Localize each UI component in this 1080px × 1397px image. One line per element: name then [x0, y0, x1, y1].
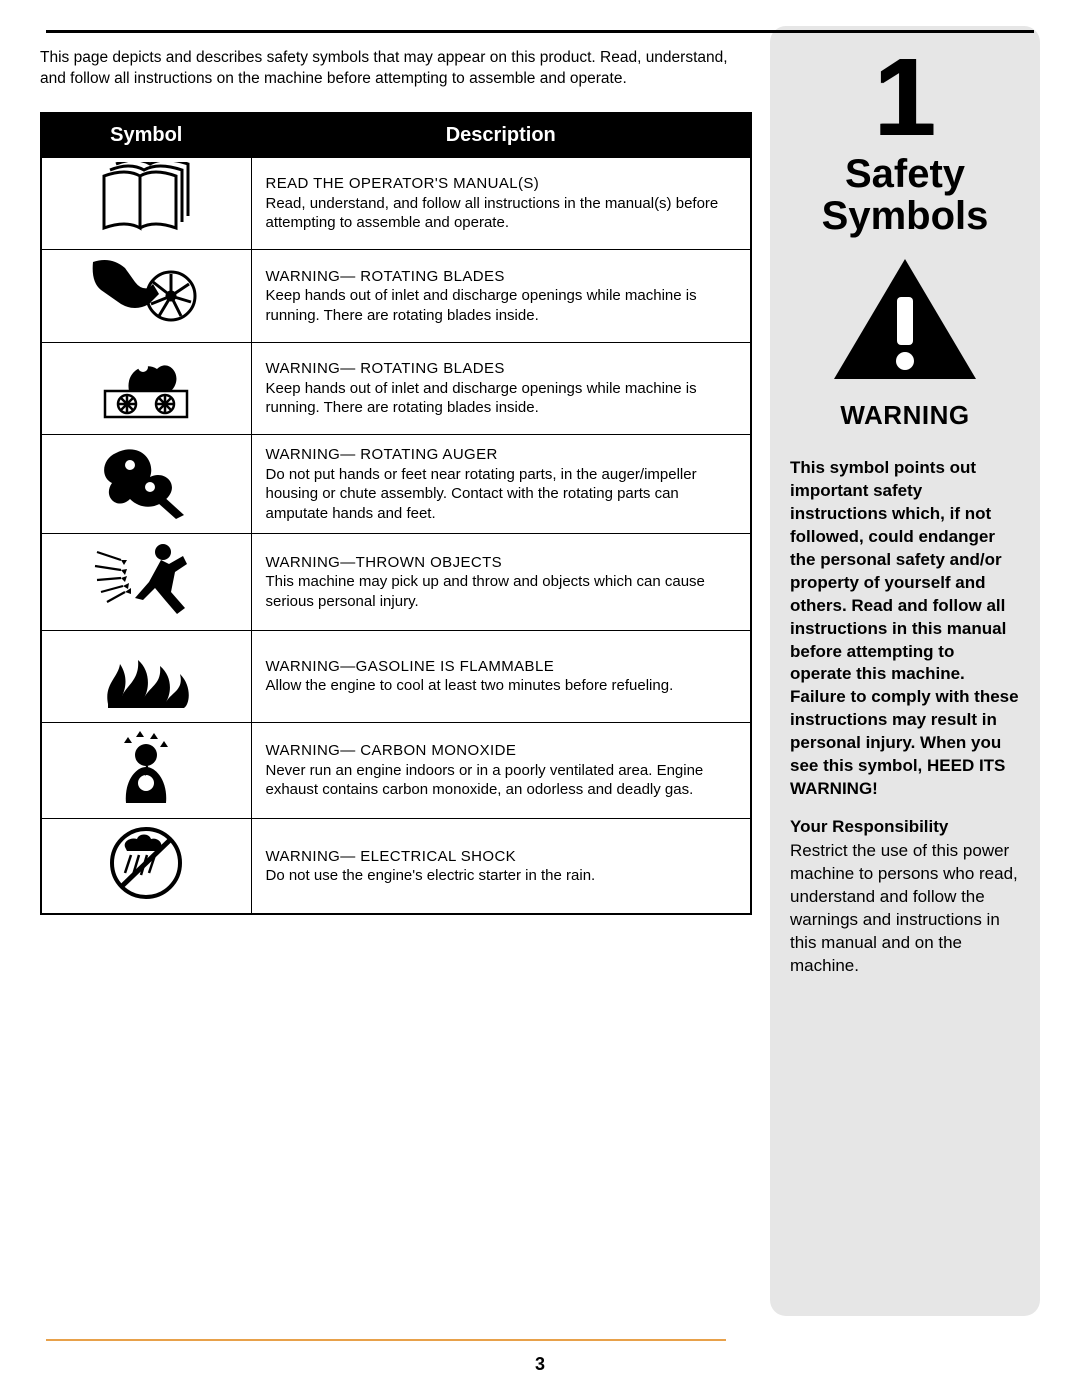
row-title: WARNING— ROTATING BLADES	[266, 267, 737, 287]
responsibility-body: Restrict the use of this power machine t…	[790, 840, 1020, 978]
blades-guard-icon	[91, 347, 201, 425]
header-symbol: Symbol	[41, 113, 251, 158]
row-title: WARNING—GASOLINE IS FLAMMABLE	[266, 657, 737, 677]
symbol-cell	[41, 435, 251, 534]
symbol-cell	[41, 819, 251, 914]
row-body: Do not put hands or feet near rotating p…	[266, 466, 697, 522]
table-row: WARNING— ROTATING BLADES Keep hands out …	[41, 250, 751, 343]
row-body: Read, understand, and follow all instruc…	[266, 195, 719, 232]
row-body: Never run an engine indoors or in a poor…	[266, 762, 704, 799]
header-description: Description	[251, 113, 751, 158]
hand-blades-icon	[91, 254, 201, 332]
row-title: WARNING— CARBON MONOXIDE	[266, 741, 737, 761]
bottom-rule	[46, 1339, 726, 1341]
row-body: Keep hands out of inlet and discharge op…	[266, 287, 697, 324]
main-column: This page depicts and describes safety s…	[40, 20, 752, 1316]
safety-symbols-table: Symbol Description	[40, 112, 752, 915]
symbol-cell	[41, 630, 251, 722]
row-body: Do not use the engine's electric starter…	[266, 867, 596, 884]
row-body: Keep hands out of inlet and discharge op…	[266, 380, 697, 417]
row-body: Allow the engine to cool at least two mi…	[266, 677, 674, 694]
table-row: WARNING—GASOLINE IS FLAMMABLE Allow the …	[41, 630, 751, 722]
sidebar: 1 Safety Symbols WARNING This symbol poi…	[770, 26, 1040, 1316]
warning-body: This symbol points out important safety …	[790, 457, 1020, 801]
row-title: READ THE OPERATOR'S MANUAL(S)	[266, 174, 737, 194]
warning-triangle-icon	[790, 255, 1020, 390]
row-title: WARNING—THROWN OBJECTS	[266, 553, 737, 573]
row-title: WARNING— ROTATING AUGER	[266, 445, 737, 465]
symbol-cell	[41, 157, 251, 250]
thrown-objects-icon	[91, 538, 201, 620]
description-cell: WARNING— ELECTRICAL SHOCK Do not use the…	[251, 819, 751, 914]
responsibility-heading: Your Responsibility	[790, 817, 1020, 837]
description-cell: WARNING— ROTATING BLADES Keep hands out …	[251, 342, 751, 435]
section-number: 1	[790, 48, 1020, 147]
symbol-cell	[41, 342, 251, 435]
warning-label: WARNING	[790, 400, 1020, 431]
description-cell: WARNING— CARBON MONOXIDE Never run an en…	[251, 722, 751, 819]
table-row: WARNING—THROWN OBJECTS This machine may …	[41, 534, 751, 631]
table-row: READ THE OPERATOR'S MANUAL(S) Read, unde…	[41, 157, 751, 250]
top-rule	[46, 30, 1034, 33]
warning-body-text: This symbol points out important safety …	[790, 458, 1019, 775]
description-cell: WARNING—THROWN OBJECTS This machine may …	[251, 534, 751, 631]
table-row: WARNING— CARBON MONOXIDE Never run an en…	[41, 722, 751, 819]
manual-icon	[96, 162, 196, 240]
symbol-cell	[41, 534, 251, 631]
symbol-cell	[41, 722, 251, 819]
description-cell: READ THE OPERATOR'S MANUAL(S) Read, unde…	[251, 157, 751, 250]
description-cell: WARNING— ROTATING BLADES Keep hands out …	[251, 250, 751, 343]
symbol-cell	[41, 250, 251, 343]
description-cell: WARNING—GASOLINE IS FLAMMABLE Allow the …	[251, 630, 751, 722]
table-row: WARNING— ROTATING AUGER Do not put hands…	[41, 435, 751, 534]
row-title: WARNING— ROTATING BLADES	[266, 359, 737, 379]
row-body: This machine may pick up and throw and o…	[266, 573, 705, 610]
auger-icon	[96, 441, 196, 523]
page-container: This page depicts and describes safety s…	[0, 0, 1080, 1346]
intro-text: This page depicts and describes safety s…	[40, 48, 752, 90]
section-title: Safety Symbols	[790, 153, 1020, 237]
table-row: WARNING— ROTATING BLADES Keep hands out …	[41, 342, 751, 435]
table-row: WARNING— ELECTRICAL SHOCK Do not use the…	[41, 819, 751, 914]
page-number: 3	[0, 1354, 1080, 1375]
row-title: WARNING— ELECTRICAL SHOCK	[266, 847, 737, 867]
description-cell: WARNING— ROTATING AUGER Do not put hands…	[251, 435, 751, 534]
electrical-shock-icon	[101, 823, 191, 903]
carbon-monoxide-icon	[96, 727, 196, 809]
flame-icon	[96, 636, 196, 712]
